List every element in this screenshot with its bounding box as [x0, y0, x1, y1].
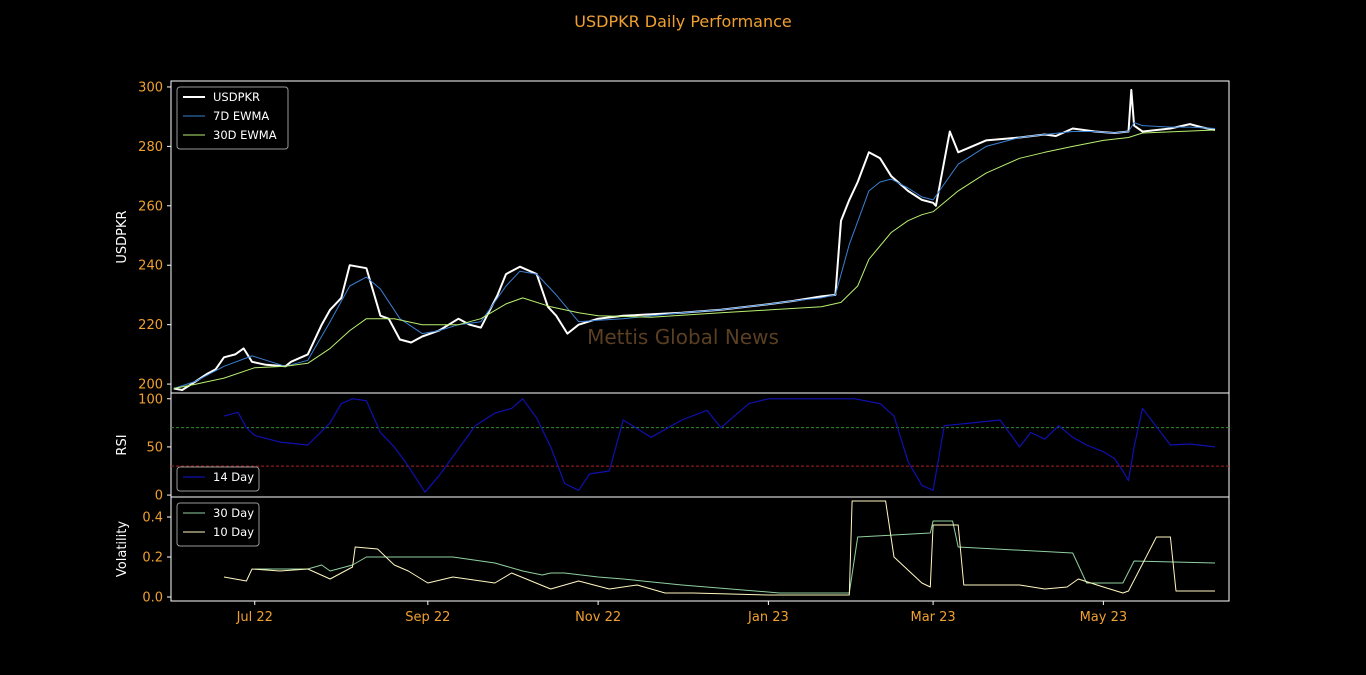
legend-label-7d-ewma: 7D EWMA [213, 109, 269, 123]
legend: 30 Day 10 Day [176, 502, 260, 547]
chart-title: USDPKR Daily Performance [574, 12, 792, 31]
x-tick-label: Jan 23 [747, 610, 789, 625]
series-line-30-day [254, 520, 1216, 594]
y-tick-label: 260 [138, 199, 163, 214]
legend-label-30d-ewma: 30D EWMA [213, 128, 277, 142]
watermark: Mettis Global News [587, 325, 779, 349]
legend-label-30-day: 30 Day [213, 506, 254, 520]
plot-frame [170, 392, 1230, 498]
series-line-usdpkr [173, 88, 1216, 391]
legend-label-10-day: 10 Day [213, 525, 254, 539]
plot-frame [170, 496, 1230, 602]
y-tick-label: 0.4 [142, 511, 163, 526]
series-line-14-day [223, 398, 1216, 493]
series-line-7d-ewma [173, 122, 1216, 389]
x-tick-label: Nov 22 [575, 610, 621, 625]
y-tick-label: 0.0 [142, 591, 163, 606]
y-tick-label: 200 [138, 378, 163, 393]
legend-label-usdpkr: USDPKR [213, 90, 260, 104]
y-tick-label: 0.2 [142, 551, 163, 566]
y-tick-label: 0 [155, 489, 163, 504]
legend-box [176, 466, 260, 492]
x-tick-label: Sep 22 [405, 610, 450, 625]
legend-box [176, 86, 289, 150]
series-line-30d-ewma [173, 129, 1216, 389]
y-axis-label: USDPKR [115, 210, 130, 263]
y-tick-label: 100 [138, 392, 163, 407]
series-line-10-day [223, 500, 1215, 596]
x-axis: Jul 22 Sep 22 Nov 22 Jan 23 Mar 23 May 23 [236, 601, 1128, 625]
y-tick-label: 300 [138, 80, 163, 95]
volatility-panel: 0.0 0.2 0.4 Volatility 30 Day 10 Day [115, 496, 1230, 606]
y-tick-label: 240 [138, 259, 163, 274]
legend-label-14-day: 14 Day [213, 470, 254, 484]
x-tick-label: Jul 22 [236, 610, 273, 625]
price-panel: 200 220 240 260 280 300 USDPKR USDPKR 7D EWMA 30D… [115, 80, 1230, 394]
y-tick-label: 280 [138, 140, 163, 155]
y-axis-label: RSI [115, 434, 130, 455]
y-tick-label: 220 [138, 318, 163, 333]
y-axis-label: Volatility [115, 521, 130, 577]
legend: 14 Day [176, 466, 260, 492]
x-tick-label: Mar 23 [910, 610, 955, 625]
y-tick-label: 50 [146, 440, 163, 455]
legend-box [176, 502, 260, 547]
legend: USDPKR 7D EWMA 30D EWMA [176, 86, 289, 150]
rsi-panel: 0 50 100 RSI 14 Day [115, 392, 1230, 504]
x-tick-label: May 23 [1080, 610, 1128, 625]
